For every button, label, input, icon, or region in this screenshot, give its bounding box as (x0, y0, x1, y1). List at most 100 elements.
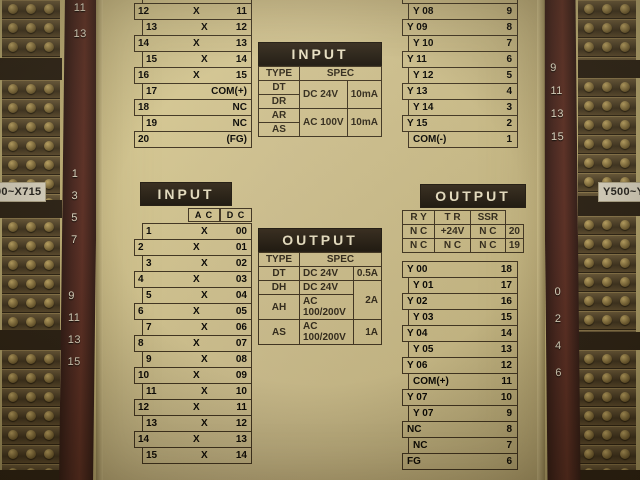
spec-type: AH (258, 294, 300, 320)
terminal-row: Y 14 3 (408, 99, 518, 116)
terminal-number: 14 (138, 434, 150, 445)
terminal-label: 11 (236, 6, 247, 17)
right-terminal-strip: 9 11 13 15 0 2 4 6 (542, 0, 581, 480)
terminal-row: 15 X 14 (142, 447, 252, 464)
input-lower-terminal-list: 1 X 00 2 X 01 3 X 02 4 X 03 5 X 04 6 X 05 7 X 06 8 X 07 9 X 08 10 X 0… (134, 223, 252, 464)
terminal-label: Y 15 (407, 118, 428, 129)
terminal-row: Y 05 13 (408, 341, 518, 358)
terminal-signal-prefix: X (201, 450, 208, 461)
terminal-signal-prefix: X (193, 402, 200, 413)
wiring-shadow-gap (578, 60, 640, 78)
terminal-signal-prefix: X (201, 418, 208, 429)
terminal-number: 20 (504, 224, 525, 239)
terminal-number: 14 (138, 38, 150, 49)
terminal-label: Y 14 (413, 102, 434, 113)
terminal-row: COM(-) 1 (408, 131, 518, 148)
output-type-ssr: N C (469, 238, 506, 253)
terminal-label: 14 (235, 54, 247, 65)
spec-type: AS (258, 319, 300, 345)
spec-type: DT (258, 266, 300, 281)
terminal-label: Y 04 (407, 328, 428, 339)
terminal-number: 9 (506, 6, 512, 17)
terminal-row: 16 X 15 (134, 67, 252, 84)
wiring-shadow-gap (578, 470, 640, 480)
output-type-tr: +24V (434, 224, 471, 239)
terminal-screw-row (578, 407, 636, 426)
terminal-screw-row (578, 426, 636, 445)
input-list-title: INPUT (140, 182, 232, 206)
terminal-label: Y 08 (413, 6, 434, 17)
spec-voltage: AC 100/200V (299, 294, 354, 320)
terminal-row: 3 X 02 (142, 255, 252, 272)
terminal-signal-prefix: X (193, 242, 200, 253)
terminal-screw-row (578, 0, 636, 19)
terminal-number: 17 (146, 86, 158, 97)
terminal-row: Y 10 7 (408, 35, 518, 52)
terminal-screw-row (2, 118, 60, 137)
terminal-screw-row (2, 137, 60, 156)
terminal-label: COM(-) (407, 0, 513, 1)
terminal-number: 8 (138, 338, 144, 349)
terminal-label: 01 (235, 242, 247, 253)
terminal-row: Y 12 5 (408, 67, 518, 84)
terminal-screw-row (2, 275, 60, 294)
right-side-range-label: Y500~Y5 (598, 182, 640, 202)
terminal-signal-prefix: X (201, 0, 208, 1)
output-type-tr: N C (434, 238, 471, 253)
terminal-screw-row (2, 237, 60, 256)
terminal-signal-prefix: X (193, 274, 200, 285)
terminal-number: 12 (138, 402, 150, 413)
terminal-screw-row (2, 99, 60, 118)
wiring-shadow-gap (0, 58, 62, 80)
terminal-screw-row (578, 273, 636, 292)
terminal-screw-row (578, 254, 636, 273)
terminal-number: 3 (146, 258, 152, 269)
terminal-label: 11 (236, 402, 247, 413)
terminal-number: 10 (501, 0, 512, 1)
terminal-signal-prefix: X (201, 322, 208, 333)
terminal-signal-prefix: X (193, 6, 200, 17)
terminal-row: 1 X 00 (142, 223, 252, 240)
terminal-strip-number: 9 (550, 62, 557, 74)
terminal-label: 09 (235, 370, 247, 381)
terminal-strip-number: 13 (550, 108, 564, 120)
terminal-row: FG 6 (402, 453, 518, 470)
terminal-screw-row (578, 216, 636, 235)
terminal-strip-number: 5 (71, 212, 78, 224)
terminal-screw-row (578, 97, 636, 116)
terminal-strip-number: 15 (67, 356, 81, 368)
card-right-edge (537, 0, 545, 480)
terminal-row: Y 06 12 (402, 357, 518, 374)
terminal-strip-number: 2 (554, 313, 562, 325)
terminal-number: 6 (506, 54, 512, 65)
input-upper-terminal-list: 11 X 10 12 X 11 13 X 12 14 X 13 15 X 14 16 X 15 17 COM(+) 18… (134, 0, 252, 148)
spec-current: 10mA (346, 108, 383, 137)
terminal-label: 15 (235, 70, 247, 81)
terminal-row: Y 01 17 (408, 277, 518, 294)
terminal-label: Y 07 (407, 392, 428, 403)
terminal-row: Y 07 9 (408, 405, 518, 422)
terminal-signal-prefix: X (193, 338, 200, 349)
terminal-number: 4 (138, 274, 144, 285)
spec-current: 1A (352, 319, 383, 345)
terminal-strip-number: 0 (554, 286, 562, 298)
output-type-row: N C +24V N C 20 (401, 224, 525, 239)
terminal-label: 00 (235, 226, 247, 237)
terminal-signal-prefix: X (201, 54, 208, 65)
terminal-number: 8 (506, 424, 512, 435)
terminal-screw-row (578, 235, 636, 254)
terminal-signal-prefix: X (193, 306, 200, 317)
terminal-number: 17 (500, 280, 512, 291)
terminal-row: Y 02 16 (402, 293, 518, 310)
spec-row: DT DC 24V 10mA (258, 80, 383, 109)
terminal-label: Y 06 (407, 360, 428, 371)
terminal-row: 11 X 10 (142, 383, 252, 400)
terminal-signal-prefix: X (201, 354, 208, 365)
terminal-row: 10 X 09 (134, 367, 252, 384)
terminal-row: 13 X 12 (142, 19, 252, 36)
terminal-label: Y 07 (413, 408, 434, 419)
terminal-signal-prefix: X (193, 370, 200, 381)
wiring-shadow-gap (578, 332, 640, 350)
terminal-number: 6 (138, 306, 144, 317)
